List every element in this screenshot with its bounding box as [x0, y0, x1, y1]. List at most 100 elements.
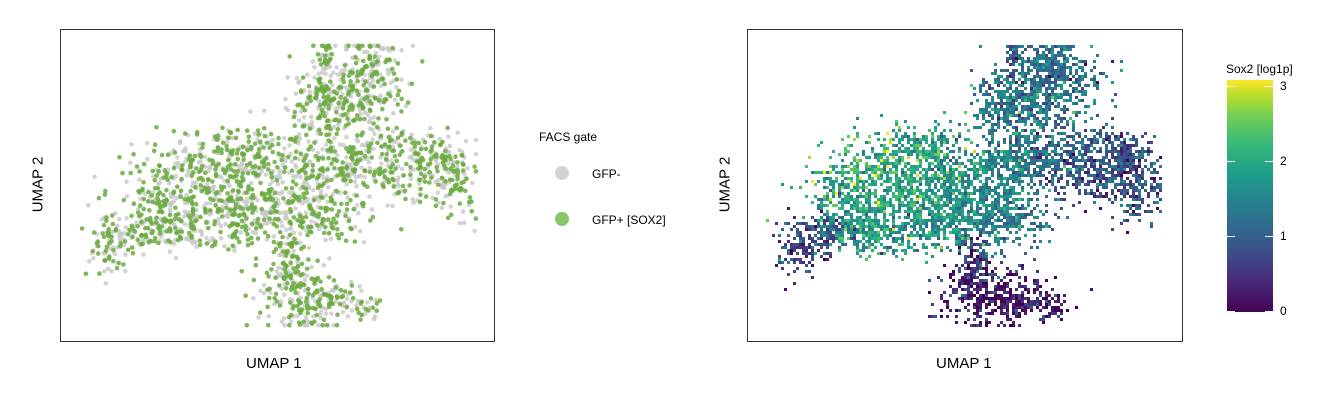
point-gfp-pos [343, 112, 348, 117]
heatmap-bin [910, 186, 913, 189]
heatmap-bin [862, 204, 865, 207]
heatmap-bin [988, 204, 991, 207]
heatmap-bin [883, 153, 886, 156]
heatmap-bin [880, 114, 883, 117]
heatmap-bin [868, 189, 871, 192]
heatmap-bin [1045, 183, 1048, 186]
point-gfp-neg [296, 132, 302, 137]
heatmap-bin [988, 234, 991, 237]
heatmap-bin [1000, 321, 1003, 324]
point-gfp-pos [239, 174, 245, 180]
heatmap-bin [979, 45, 982, 48]
heatmap-bin [1006, 117, 1009, 120]
heatmap-bin [847, 222, 850, 225]
heatmap-bin [994, 156, 997, 159]
heatmap-bin [1009, 99, 1012, 102]
heatmap-bin [1018, 135, 1021, 138]
heatmap-bin [1000, 306, 1003, 309]
point-gfp-neg [184, 192, 189, 198]
heatmap-bin [1159, 165, 1162, 168]
heatmap-bin [1054, 126, 1057, 129]
heatmap-bin [1081, 180, 1084, 183]
heatmap-bin [982, 225, 985, 228]
heatmap-bin [892, 249, 895, 252]
heatmap-bin [1018, 324, 1021, 327]
point-gfp-pos [310, 168, 315, 174]
heatmap-bin [1000, 219, 1003, 222]
heatmap-bin [958, 189, 961, 192]
point-gfp-pos [369, 155, 375, 160]
heatmap-bin [796, 252, 799, 255]
heatmap-bin [817, 204, 820, 207]
point-gfp-neg [182, 213, 187, 219]
heatmap-bin [955, 216, 958, 219]
heatmap-bin [868, 231, 871, 234]
point-gfp-pos [138, 233, 144, 238]
heatmap-bin [1087, 192, 1090, 195]
point-gfp-pos [152, 185, 158, 191]
point-gfp-neg [123, 225, 129, 230]
heatmap-bin [1003, 177, 1006, 180]
point-gfp-neg [253, 231, 259, 236]
heatmap-bin [1093, 201, 1096, 204]
heatmap-bin [1048, 153, 1051, 156]
heatmap-bin [991, 117, 994, 120]
heatmap-bin [1150, 162, 1153, 165]
heatmap-bin [895, 171, 898, 174]
heatmap-bin [1030, 87, 1033, 90]
heatmap-bin [826, 177, 829, 180]
point-gfp-pos [103, 188, 108, 194]
heatmap-bin [958, 219, 961, 222]
heatmap-bin [1006, 45, 1009, 48]
point-gfp-pos [274, 224, 280, 229]
heatmap-bin [991, 72, 994, 75]
point-gfp-pos [423, 146, 429, 152]
point-gfp-pos [399, 96, 405, 102]
heatmap-bin [1108, 171, 1111, 174]
heatmap-bin [1039, 156, 1042, 159]
point-gfp-pos [277, 229, 283, 235]
heatmap-bin [892, 225, 895, 228]
heatmap-bin [841, 180, 844, 183]
heatmap-bin [925, 219, 928, 222]
point-gfp-pos [255, 216, 261, 222]
heatmap-bin [817, 237, 820, 240]
heatmap-bin [1006, 297, 1009, 300]
point-gfp-pos [391, 184, 397, 189]
heatmap-bin [916, 138, 919, 141]
point-gfp-pos [367, 53, 373, 59]
point-gfp-pos [309, 224, 314, 230]
heatmap-bin [916, 147, 919, 150]
heatmap-bin [1045, 120, 1048, 123]
heatmap-bin [1066, 174, 1069, 177]
heatmap-bin [1087, 156, 1090, 159]
heatmap-bin [1021, 75, 1024, 78]
heatmap-bin [952, 279, 955, 282]
heatmap-bin [766, 219, 769, 222]
heatmap-bin [1009, 84, 1012, 87]
point-gfp-pos [138, 242, 144, 247]
heatmap-bin [949, 249, 952, 252]
heatmap-bin [1048, 141, 1051, 144]
point-gfp-neg [199, 232, 205, 237]
heatmap-bin [988, 105, 991, 108]
heatmap-bin [1003, 186, 1006, 189]
heatmap-bin [1078, 168, 1081, 171]
heatmap-bin [1135, 198, 1138, 201]
heatmap-bin [1069, 54, 1072, 57]
heatmap-bin [1006, 51, 1009, 54]
point-gfp-pos [379, 151, 385, 157]
point-gfp-neg [278, 191, 283, 196]
heatmap-bin [985, 240, 988, 243]
heatmap-bin [976, 207, 979, 210]
heatmap-bin [1087, 105, 1090, 108]
heatmap-bin [907, 153, 910, 156]
heatmap-bin [895, 180, 898, 183]
heatmap-bin [877, 234, 880, 237]
heatmap-bin [877, 252, 880, 255]
heatmap-bin [964, 237, 967, 240]
heatmap-bin [976, 309, 979, 312]
heatmap-bin [895, 168, 898, 171]
heatmap-bin [988, 210, 991, 213]
heatmap-bin [1036, 174, 1039, 177]
